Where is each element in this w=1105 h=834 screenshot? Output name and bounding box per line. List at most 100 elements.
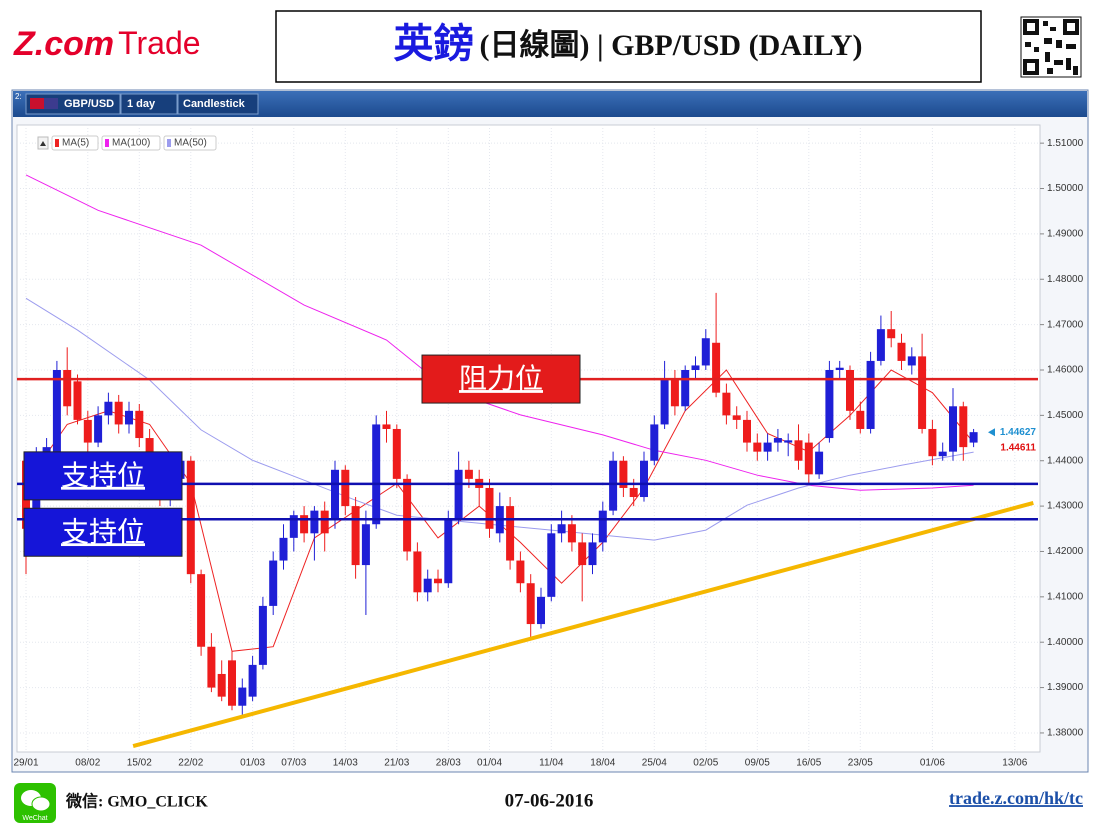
link[interactable]: trade.z.com/hk/tc <box>949 788 1083 808</box>
level-label-box <box>23 507 183 557</box>
legend-label: MA(100) <box>112 138 150 149</box>
candle-body <box>701 338 710 366</box>
candle-body <box>681 369 690 407</box>
wechat-icon: WeChat <box>14 783 56 823</box>
level-label-box <box>421 354 581 404</box>
candle-body <box>763 442 772 452</box>
style-button[interactable]: Candlestick <box>177 93 259 115</box>
overlay: 1.38000 1.39000 1.40000 1.41000 1.42000 1.430… <box>13 135 1084 769</box>
interval-label: 1 day <box>127 98 156 110</box>
candle-body <box>197 574 206 647</box>
y-tick-label: 1.51000 <box>1047 138 1084 149</box>
title-box <box>275 10 982 83</box>
candle-body <box>670 379 679 407</box>
price-marker <box>988 428 995 437</box>
y-tick-label: 1.44000 <box>1047 455 1084 466</box>
candle-body <box>918 356 927 429</box>
title-main: 英鎊 <box>393 21 473 66</box>
trend-line <box>132 500 1034 749</box>
candle-body <box>331 469 339 520</box>
candle-body <box>289 515 298 538</box>
legend-box <box>101 135 161 151</box>
candle-body <box>269 560 278 606</box>
y-tick-label: 1.38000 <box>1047 728 1084 739</box>
interval-button[interactable]: 1 day <box>120 93 178 115</box>
y-tick-label: 1.43000 <box>1047 501 1084 512</box>
y-tick-label: 1.48000 <box>1047 274 1084 285</box>
x-tick-label: 07/03 <box>281 758 306 769</box>
candle-body <box>382 424 391 429</box>
panel-number: 2: <box>15 92 22 101</box>
candle-body <box>392 428 401 479</box>
candle-body <box>547 533 556 597</box>
candle-body <box>959 406 968 448</box>
title-sub: (日線圖) | GBP/USD (DAILY) <box>479 28 862 62</box>
y-tick-label: 1.50000 <box>1047 183 1084 194</box>
candle-body <box>825 369 834 439</box>
x-tick-label: 09/05 <box>745 758 770 769</box>
candle-body <box>279 537 288 561</box>
level-label-box <box>23 451 183 501</box>
legend-toggle-arrow <box>40 141 46 146</box>
x-tick-label: 01/06 <box>920 758 945 769</box>
x-tick-label: 23/05 <box>848 758 873 769</box>
candle-body <box>815 451 824 475</box>
candle-body <box>619 460 628 488</box>
y-tick-label: 1.40000 <box>1047 637 1084 648</box>
candle-body <box>94 415 103 443</box>
candle-body <box>403 478 412 552</box>
legend-box <box>163 135 217 151</box>
candle-body <box>186 460 195 575</box>
level-label: 支持位 <box>61 515 145 548</box>
candle-body <box>629 487 638 498</box>
candle-body <box>578 542 587 566</box>
candle-body <box>866 360 875 429</box>
candle-body <box>938 451 947 457</box>
candle-body <box>732 415 741 420</box>
x-tick-label: 15/02 <box>127 758 152 769</box>
price-label: 1.44627 <box>1000 427 1037 438</box>
symbol-button[interactable]: GBP/USD <box>25 93 121 115</box>
ma-line <box>25 174 974 491</box>
x-tick-label: 14/03 <box>333 758 358 769</box>
candle-body <box>609 460 618 511</box>
candle-body <box>526 583 535 625</box>
candle-body <box>125 410 133 425</box>
candle-body <box>217 673 226 697</box>
candle-body <box>640 460 648 498</box>
x-tick-label: 18/04 <box>590 758 615 769</box>
y-tick-label: 1.41000 <box>1047 591 1084 602</box>
candle-body <box>310 510 319 534</box>
candle-body <box>712 342 721 393</box>
candle-body <box>835 367 844 370</box>
candle-body <box>722 392 731 416</box>
candle-body <box>258 605 267 665</box>
candle-body <box>928 428 937 457</box>
candle-body <box>434 578 442 584</box>
candle-body <box>135 410 144 439</box>
level-label: 支持位 <box>61 459 145 492</box>
x-tick-label: 21/03 <box>384 758 409 769</box>
candle-body <box>743 419 751 443</box>
candle-body <box>423 578 432 593</box>
x-tick-label: 08/02 <box>75 758 100 769</box>
candle-body <box>485 487 494 529</box>
candle-body <box>104 401 113 416</box>
candle-body <box>341 469 350 507</box>
logo-trade: Trade <box>118 25 200 61</box>
plot-area <box>16 124 1041 753</box>
candle-body <box>454 469 463 520</box>
x-tick-label: 01/03 <box>240 758 265 769</box>
candle-body <box>876 329 885 361</box>
candle-body <box>691 365 700 370</box>
x-tick-label: 11/04 <box>539 758 564 769</box>
candle-body <box>887 329 896 339</box>
candle-body <box>300 515 309 534</box>
legend-swatch <box>55 139 59 147</box>
candle-body <box>372 424 381 525</box>
candle-body <box>361 524 370 566</box>
candle-body <box>145 438 154 461</box>
candle-body <box>660 379 669 425</box>
symbol-label: GBP/USD <box>64 98 114 110</box>
